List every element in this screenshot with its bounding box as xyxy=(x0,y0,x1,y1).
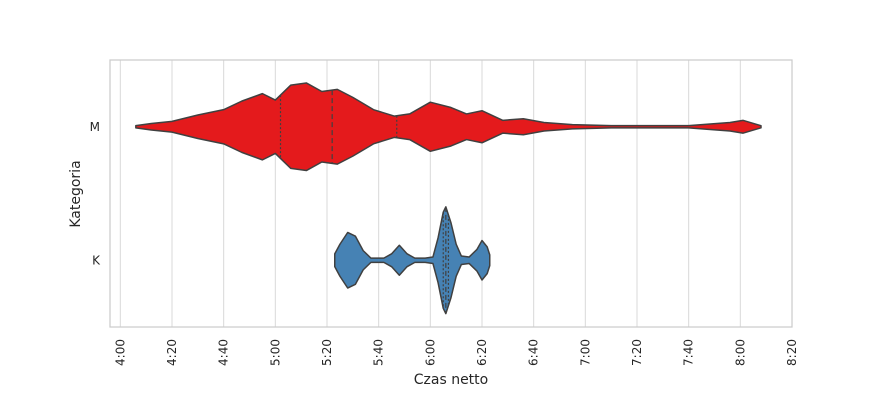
grid-lines xyxy=(119,60,793,327)
y-tick-labels: MK xyxy=(90,120,101,268)
x-tick-label: 6:20 xyxy=(475,339,489,366)
x-tick-label: 5:40 xyxy=(372,339,386,366)
x-tick-label: 4:00 xyxy=(113,339,127,366)
x-tick-label: 5:20 xyxy=(320,339,334,366)
x-tick-label: 7:00 xyxy=(578,339,592,366)
x-tick-label: 7:20 xyxy=(630,339,644,366)
y-tick-label: K xyxy=(92,253,101,267)
x-tick-label: 4:20 xyxy=(165,339,179,366)
violin-k xyxy=(334,206,491,315)
x-tick-label: 8:00 xyxy=(733,339,747,366)
y-tick-label: M xyxy=(90,120,100,134)
y-axis-label: Kategoria xyxy=(68,160,84,227)
x-tick-label: 6:40 xyxy=(527,339,541,366)
violins xyxy=(135,82,762,315)
x-tick-label: 6:00 xyxy=(423,339,437,366)
x-tick-label: 5:00 xyxy=(268,339,282,366)
x-tick-label: 8:20 xyxy=(785,339,799,366)
plot-frame xyxy=(109,59,793,328)
x-tick-label: 7:40 xyxy=(682,339,696,366)
x-tick-labels: 4:00 4:20 4:40 5:00 5:20 5:40 6:00 6:20 6:40 7:00… xyxy=(113,339,799,366)
x-tick-label: 4:40 xyxy=(217,339,231,366)
x-axis-label: Czas netto xyxy=(414,372,488,388)
violin-m xyxy=(135,82,762,172)
